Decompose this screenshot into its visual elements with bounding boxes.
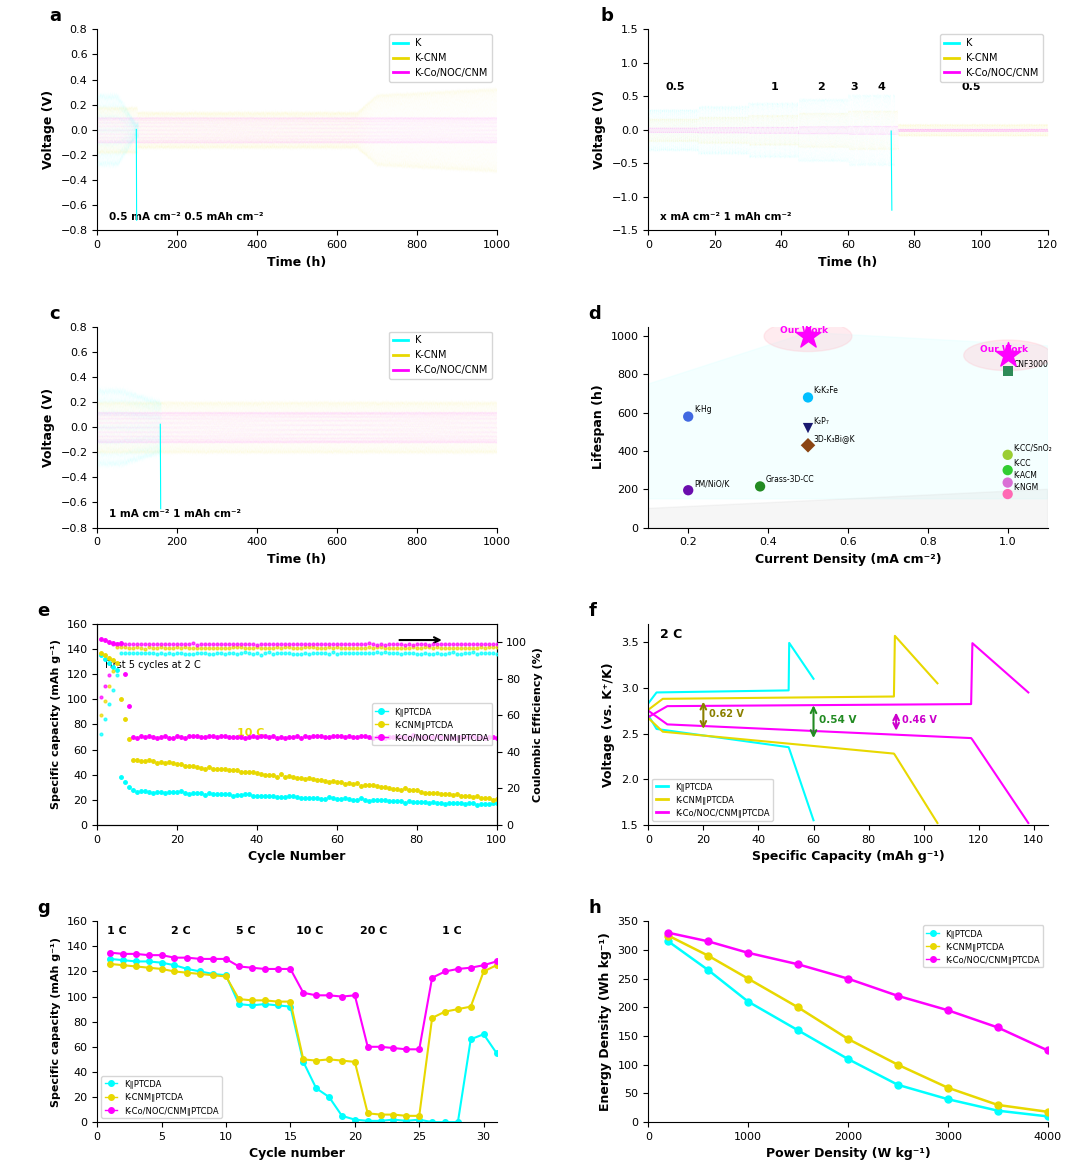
Text: K₂P₇: K₂P₇: [813, 417, 829, 425]
Point: [799, 388, 816, 407]
Text: 3: 3: [851, 81, 859, 92]
Text: 10 C: 10 C: [296, 926, 323, 935]
Text: h: h: [589, 899, 602, 918]
Ellipse shape: [764, 321, 852, 351]
Point: [999, 345, 1016, 364]
X-axis label: Power Density (W kg⁻¹): Power Density (W kg⁻¹): [766, 1148, 930, 1161]
Y-axis label: Voltage (vs. K⁺/K): Voltage (vs. K⁺/K): [603, 662, 616, 787]
Text: K-ACM: K-ACM: [1013, 471, 1037, 481]
Text: Our Work: Our Work: [780, 325, 828, 335]
Text: 20 C: 20 C: [361, 926, 388, 935]
Y-axis label: Lifespan (h): Lifespan (h): [592, 384, 605, 470]
Text: 3D-K₃Bi@K: 3D-K₃Bi@K: [813, 434, 855, 443]
Text: Grass-3D-CC: Grass-3D-CC: [766, 475, 814, 484]
Legend: K∥PTCDA, K-CNM∥PTCDA, K-Co/NOC/CNM∥PTCDA: K∥PTCDA, K-CNM∥PTCDA, K-Co/NOC/CNM∥PTCDA: [102, 1076, 221, 1117]
Point: [999, 474, 1016, 492]
Legend: K, K-CNM, K-Co/NOC/CNM: K, K-CNM, K-Co/NOC/CNM: [389, 34, 491, 82]
Text: e: e: [38, 602, 50, 620]
X-axis label: Time (h): Time (h): [267, 255, 326, 269]
Text: 1: 1: [771, 81, 779, 92]
Text: K-CC/SnO₂: K-CC/SnO₂: [1013, 444, 1052, 452]
Text: PM/NiO/K: PM/NiO/K: [693, 479, 729, 488]
Ellipse shape: [963, 340, 1052, 370]
X-axis label: Current Density (mA cm⁻²): Current Density (mA cm⁻²): [755, 552, 942, 566]
Text: f: f: [589, 602, 596, 620]
Text: 1 C: 1 C: [107, 926, 126, 935]
Text: 0.62 V: 0.62 V: [708, 709, 744, 719]
Text: K-Hg: K-Hg: [693, 405, 712, 415]
Legend: K, K-CNM, K-Co/NOC/CNM: K, K-CNM, K-Co/NOC/CNM: [941, 34, 1042, 82]
Text: 0.5: 0.5: [961, 81, 981, 92]
Text: 0.54 V: 0.54 V: [819, 716, 856, 725]
Text: 0.5 mA cm⁻² 0.5 mAh cm⁻²: 0.5 mA cm⁻² 0.5 mAh cm⁻²: [109, 213, 264, 222]
Point: [752, 477, 769, 496]
Text: d: d: [589, 304, 602, 323]
X-axis label: Cycle number: Cycle number: [248, 1148, 345, 1161]
Point: [799, 418, 816, 437]
Text: 10 C: 10 C: [237, 728, 265, 738]
Text: c: c: [50, 304, 59, 323]
Legend: K∥PTCDA, K-CNM∥PTCDA, K-Co/NOC/CNM∥PTCDA: K∥PTCDA, K-CNM∥PTCDA, K-Co/NOC/CNM∥PTCDA: [652, 779, 773, 820]
Text: 0.5: 0.5: [665, 81, 685, 92]
Polygon shape: [648, 489, 1048, 528]
Text: 4: 4: [877, 81, 886, 92]
Text: 2: 2: [818, 81, 825, 92]
Legend: K∥PTCDA, K-CNM∥PTCDA, K-Co/NOC/CNM∥PTCDA: K∥PTCDA, K-CNM∥PTCDA, K-Co/NOC/CNM∥PTCDA: [372, 704, 492, 745]
Point: [799, 327, 816, 345]
Y-axis label: Coulombic Efficiency (%): Coulombic Efficiency (%): [532, 647, 543, 801]
X-axis label: Time (h): Time (h): [267, 552, 326, 566]
Text: K-NGM: K-NGM: [1013, 483, 1039, 492]
Text: 5 C: 5 C: [235, 926, 255, 935]
Legend: K∥PTCDA, K-CNM∥PTCDA, K-Co/NOC/CNM∥PTCDA: K∥PTCDA, K-CNM∥PTCDA, K-Co/NOC/CNM∥PTCDA: [923, 926, 1043, 967]
Text: First 5 cycles at 2 C: First 5 cycles at 2 C: [105, 660, 201, 670]
Text: 0.46 V: 0.46 V: [902, 714, 936, 725]
X-axis label: Cycle Number: Cycle Number: [248, 850, 346, 864]
X-axis label: Time (h): Time (h): [819, 255, 878, 269]
Text: a: a: [50, 7, 62, 26]
Text: CNF3000: CNF3000: [1013, 360, 1048, 369]
Point: [999, 484, 1016, 503]
Y-axis label: Specific capacity (mAh g⁻¹): Specific capacity (mAh g⁻¹): [51, 936, 60, 1107]
Point: [679, 408, 697, 427]
Text: 1 C: 1 C: [442, 926, 461, 935]
Y-axis label: Energy Density (Wh kg⁻¹): Energy Density (Wh kg⁻¹): [599, 932, 612, 1112]
Y-axis label: Specific capacity (mAh g⁻¹): Specific capacity (mAh g⁻¹): [51, 639, 60, 810]
Text: 2 C: 2 C: [171, 926, 191, 935]
Legend: K, K-CNM, K-Co/NOC/CNM: K, K-CNM, K-Co/NOC/CNM: [389, 331, 491, 380]
Point: [679, 481, 697, 499]
Text: 1 mA cm⁻² 1 mAh cm⁻²: 1 mA cm⁻² 1 mAh cm⁻²: [109, 510, 241, 519]
Text: K-CC: K-CC: [1013, 459, 1030, 468]
Polygon shape: [648, 333, 1048, 499]
Text: 2 C: 2 C: [660, 627, 683, 642]
Text: K₂K₂Fe: K₂K₂Fe: [813, 387, 838, 395]
X-axis label: Specific Capacity (mAh g⁻¹): Specific Capacity (mAh g⁻¹): [752, 850, 944, 864]
Point: [999, 445, 1016, 464]
Text: b: b: [600, 7, 613, 26]
Y-axis label: Voltage (V): Voltage (V): [42, 388, 55, 466]
Point: [999, 361, 1016, 380]
Point: [799, 436, 816, 455]
Y-axis label: Voltage (V): Voltage (V): [42, 90, 55, 169]
Text: Our Work: Our Work: [980, 345, 1028, 354]
Point: [999, 461, 1016, 479]
Text: x mA cm⁻² 1 mAh cm⁻²: x mA cm⁻² 1 mAh cm⁻²: [660, 213, 792, 222]
Y-axis label: Voltage (V): Voltage (V): [593, 90, 606, 169]
Text: g: g: [38, 899, 50, 918]
